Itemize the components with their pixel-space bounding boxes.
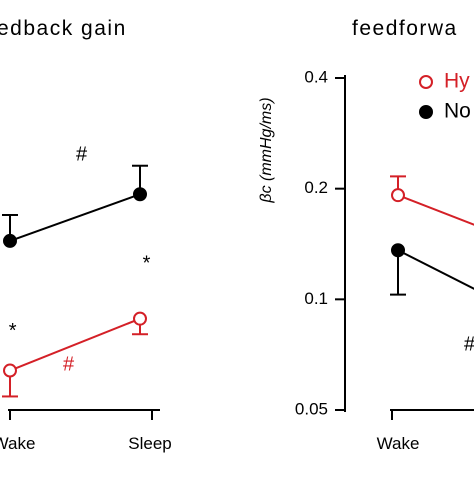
y-axis-label: βc (mmHg/ms) bbox=[258, 97, 275, 203]
left-annotation-3: # bbox=[63, 354, 75, 376]
right-y-tick-label-0: 0.05 bbox=[295, 399, 328, 418]
left-annotation-1: * bbox=[143, 253, 151, 275]
left-x-tick-label-wake: Wake bbox=[0, 434, 35, 453]
left-annotation-0: # bbox=[76, 144, 88, 166]
right-y-tick-label-1: 0.1 bbox=[304, 289, 328, 308]
left-series-0-line bbox=[9, 193, 141, 242]
right-series-0-line bbox=[397, 194, 474, 226]
left-panel-title: edback gain bbox=[0, 17, 127, 40]
left-series-0-point-1 bbox=[133, 187, 147, 202]
y-axis-label-text: βc (mmHg/ms) bbox=[258, 97, 275, 203]
left-series-1-line bbox=[9, 317, 141, 372]
left-x-tick-label-sleep: Sleep bbox=[128, 434, 171, 453]
right-y-tick-label-3: 0.4 bbox=[304, 67, 328, 86]
left-series-1-point-1 bbox=[133, 311, 147, 326]
left-series-0-point-0 bbox=[3, 233, 17, 248]
right-panel: feedforwa Wake 0.05 0.1 0.2 0.4 βc (mmHg/ms… bbox=[258, 17, 474, 453]
legend-marker-0 bbox=[419, 75, 433, 89]
right-panel-title: feedforwa bbox=[352, 17, 458, 40]
legend-marker-1 bbox=[419, 105, 433, 119]
left-panel: edback gain Wake Sleep # * * # bbox=[0, 17, 172, 453]
right-series-1-point-0 bbox=[391, 243, 405, 258]
right-annotation-1: # bbox=[464, 334, 474, 356]
right-x-tick-label-wake: Wake bbox=[377, 434, 420, 453]
right-series-1-line bbox=[397, 249, 474, 290]
left-annotation-2: * bbox=[9, 320, 17, 342]
legend-label-0: Hy bbox=[444, 70, 470, 93]
right-series-0-point-0 bbox=[391, 188, 405, 203]
legend-label-1: No bbox=[444, 100, 471, 123]
right-y-tick-label-2: 0.2 bbox=[304, 178, 328, 197]
left-series-1-point-0 bbox=[3, 363, 17, 378]
